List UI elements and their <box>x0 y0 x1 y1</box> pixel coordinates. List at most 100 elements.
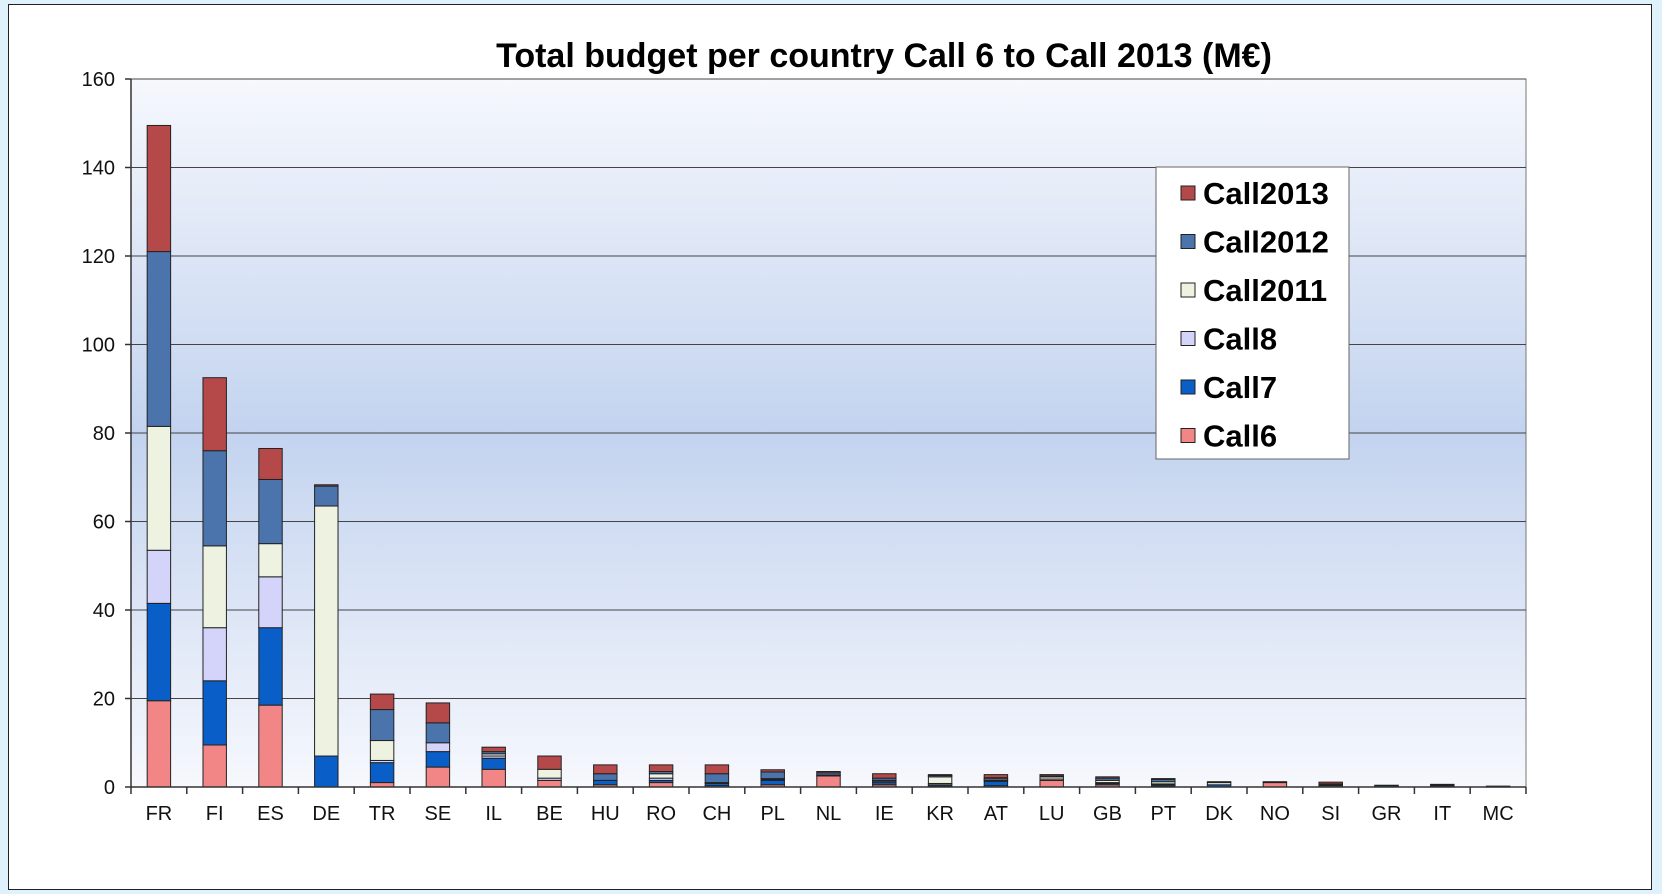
x-tick-label: SE <box>425 803 452 825</box>
bar-fi-call2011 <box>202 545 227 629</box>
x-tick-label: KR <box>926 803 954 825</box>
x-tick-label: ES <box>257 803 284 825</box>
chart-frame: Total budget per country Call 6 to Call … <box>8 4 1652 890</box>
y-axis-ticks: 0 20 40 60 80 100 120 140 160 <box>82 69 131 799</box>
bar-il-call6 <box>481 768 506 788</box>
bar-de-call7 <box>314 755 339 788</box>
bar-ch-call2013 <box>704 764 730 775</box>
y-tick-label: 100 <box>82 335 115 357</box>
bar-ro-call2013 <box>648 764 674 773</box>
x-tick-label: AT <box>984 803 1008 825</box>
x-tick-label: NO <box>1260 803 1290 825</box>
bar-fr-call6 <box>146 700 172 788</box>
x-tick-label: TR <box>369 803 396 825</box>
bar-gr-call2013 <box>1374 784 1399 787</box>
bar-fr-call8 <box>146 549 172 604</box>
x-tick-label: GB <box>1093 803 1122 825</box>
bar-se-call7 <box>425 751 451 768</box>
bar-es-call6 <box>258 704 283 788</box>
legend-label: Call2011 <box>1203 273 1327 308</box>
bar-es-call7 <box>258 627 283 706</box>
bar-nl-call2013 <box>816 771 841 774</box>
legend: Call2013 Call2012 Call2011 Call8 Call7 Call6 <box>1155 166 1350 460</box>
bar-pl-call7 <box>760 779 785 786</box>
bar-se-call2012 <box>425 722 451 744</box>
bar-fr-call2013 <box>146 124 172 253</box>
bar-ie-call2013 <box>872 773 897 779</box>
bar-it-call2013 <box>1430 783 1455 786</box>
bar-dk-call2012 <box>1206 781 1232 784</box>
bar-at-call7 <box>983 780 1009 787</box>
x-tick-label: NL <box>816 803 842 825</box>
bar-tr-call2012 <box>369 709 395 742</box>
x-tick-label: IT <box>1433 803 1451 825</box>
x-tick-label: SI <box>1321 803 1340 825</box>
legend-swatch <box>1180 282 1196 298</box>
bar-hu-call2012 <box>593 773 618 781</box>
y-tick-label: 60 <box>93 512 115 534</box>
bar-fi-call7 <box>202 680 227 746</box>
bar-es-call2011 <box>258 543 283 578</box>
bar-es-call2013 <box>258 447 283 480</box>
bar-fr-call2012 <box>146 251 172 427</box>
legend-swatch <box>1180 379 1196 395</box>
y-tick-label: 0 <box>104 777 115 799</box>
x-tick-label: PL <box>760 803 784 825</box>
x-tick-label: IE <box>875 803 894 825</box>
bar-kr-call2011 <box>927 776 953 784</box>
legend-swatch <box>1180 185 1196 201</box>
bar-de-call2011 <box>314 505 339 757</box>
y-tick-label: 80 <box>93 423 115 445</box>
stacked-bar-chart: Total budget per country Call 6 to Call … <box>82 37 1527 825</box>
x-tick-label: DE <box>312 803 340 825</box>
bar-fi-call8 <box>202 627 227 682</box>
bar-ch-call2012 <box>704 773 730 784</box>
bar-pl-call2013 <box>760 769 785 773</box>
x-tick-label: GR <box>1372 803 1402 825</box>
legend-swatch <box>1180 428 1196 443</box>
x-tick-label: FR <box>146 803 173 825</box>
x-tick-label: FI <box>206 803 224 825</box>
bar-hu-call7 <box>593 779 618 786</box>
bar-be-call2011 <box>537 768 562 779</box>
legend-label: Call6 <box>1203 419 1277 454</box>
bar-se-call6 <box>425 766 451 788</box>
bar-de-call2013 <box>314 484 339 487</box>
x-tick-label: CH <box>702 803 731 825</box>
bar-ro-call2011 <box>648 773 674 779</box>
bar-hu-call2013 <box>593 764 618 775</box>
legend-swatch <box>1180 331 1196 346</box>
y-tick-label: 20 <box>93 689 115 711</box>
legend-label: Call2013 <box>1203 176 1329 211</box>
x-tick-label: LU <box>1039 803 1065 825</box>
y-tick-label: 120 <box>82 246 115 268</box>
legend-swatch <box>1180 234 1196 249</box>
bar-se-call8 <box>425 742 451 753</box>
y-tick-label: 40 <box>93 600 115 622</box>
bar-il-call2013 <box>481 746 506 753</box>
bar-be-call6 <box>537 779 562 788</box>
bar-de-call2012 <box>314 485 339 507</box>
bar-fi-call2013 <box>202 377 227 452</box>
bar-fr-call2011 <box>146 425 172 551</box>
bar-tr-call2013 <box>369 693 395 711</box>
legend-box <box>1155 166 1350 460</box>
y-tick-label: 140 <box>82 158 115 180</box>
bar-lu-call2013 <box>1039 774 1064 777</box>
x-tick-label: MC <box>1483 803 1514 825</box>
bar-pt-call2013 <box>1151 778 1176 780</box>
y-tick-label: 160 <box>82 69 115 91</box>
bar-es-call2012 <box>258 478 283 545</box>
x-tick-label: HU <box>591 803 620 825</box>
bar-fi-call6 <box>202 744 227 788</box>
legend-label: Call7 <box>1203 370 1277 405</box>
x-tick-label: PT <box>1151 803 1177 825</box>
legend-label: Call8 <box>1203 322 1277 357</box>
bar-at-call2013 <box>983 774 1009 779</box>
x-tick-label: BE <box>536 803 563 825</box>
bar-be-call2013 <box>537 755 562 770</box>
chart-title: Total budget per country Call 6 to Call … <box>496 37 1272 75</box>
bar-se-call2013 <box>425 702 451 724</box>
bar-pl-call2012 <box>760 771 785 780</box>
bar-tr-call7 <box>369 762 395 784</box>
